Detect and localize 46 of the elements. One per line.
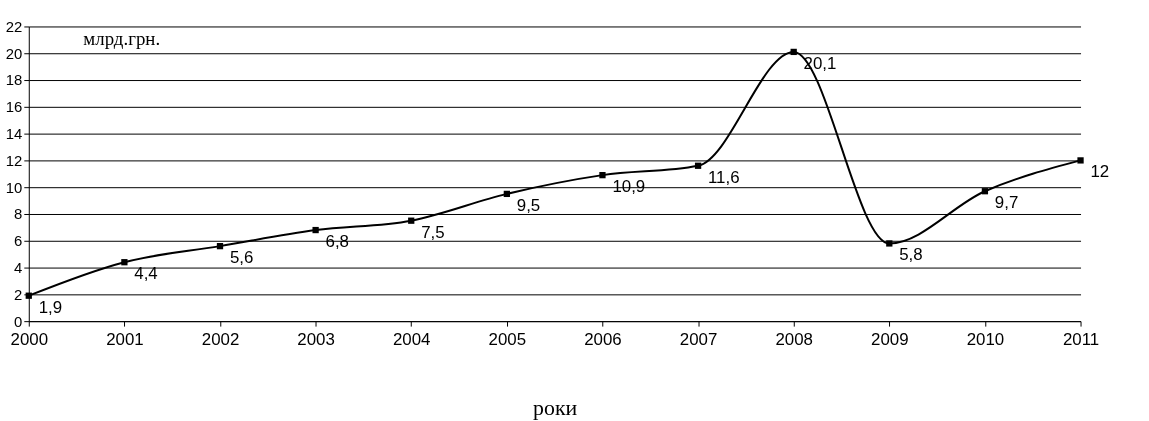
data-label: 4,4 (134, 264, 158, 284)
data-label: 9,5 (516, 195, 541, 215)
x-tick-label: 2003 (297, 330, 335, 350)
data-label: 5,8 (899, 245, 923, 265)
y-tick-label: 14 (5, 126, 23, 143)
y-tick-label: 10 (5, 179, 23, 196)
x-tick-label: 2004 (392, 330, 431, 350)
point (408, 217, 415, 224)
point (503, 190, 510, 198)
y-tick-label: 22 (5, 18, 23, 35)
point (121, 259, 128, 266)
point (216, 243, 224, 250)
y-tick-label: 4 (14, 260, 23, 277)
x-tick-label: 2010 (966, 330, 1005, 350)
x-tick-label: 2009 (871, 330, 909, 350)
y-tick-label: 16 (5, 99, 23, 116)
data-label: 5,6 (229, 248, 254, 267)
y-tick-label: 6 (14, 233, 23, 250)
y-tick-label: 2 (14, 286, 23, 303)
y-tick-label: 20 (5, 45, 23, 62)
point (981, 188, 989, 195)
x-axis-title: роки (533, 395, 578, 420)
point (886, 240, 893, 247)
point (790, 48, 797, 56)
data-label: 7,5 (421, 222, 445, 242)
data-label: 9,7 (994, 193, 1019, 213)
point (1077, 157, 1084, 164)
x-tick-label: 2001 (106, 330, 144, 350)
x-tick-label: 2008 (775, 330, 813, 350)
x-tick-label: 2007 (679, 330, 718, 350)
y-axis-title: млрд.грн. (83, 28, 161, 50)
point (312, 226, 319, 234)
x-tick-label: 2006 (584, 330, 622, 350)
data-label: 12 (1090, 162, 1110, 182)
data-label: 1,9 (38, 297, 63, 317)
point (694, 162, 702, 169)
y-tick-label: 0 (14, 313, 23, 330)
y-tick-label: 12 (5, 152, 23, 169)
point (599, 172, 606, 179)
x-tick-label: 2005 (488, 330, 527, 350)
data-label: 11,6 (708, 167, 740, 187)
y-tick-label: 18 (5, 72, 23, 89)
x-tick-label: 2011 (1062, 330, 1100, 350)
x-tick-label: 2002 (201, 330, 240, 350)
y-tick-label: 8 (14, 206, 23, 223)
x-tick-label: 2000 (10, 330, 49, 350)
